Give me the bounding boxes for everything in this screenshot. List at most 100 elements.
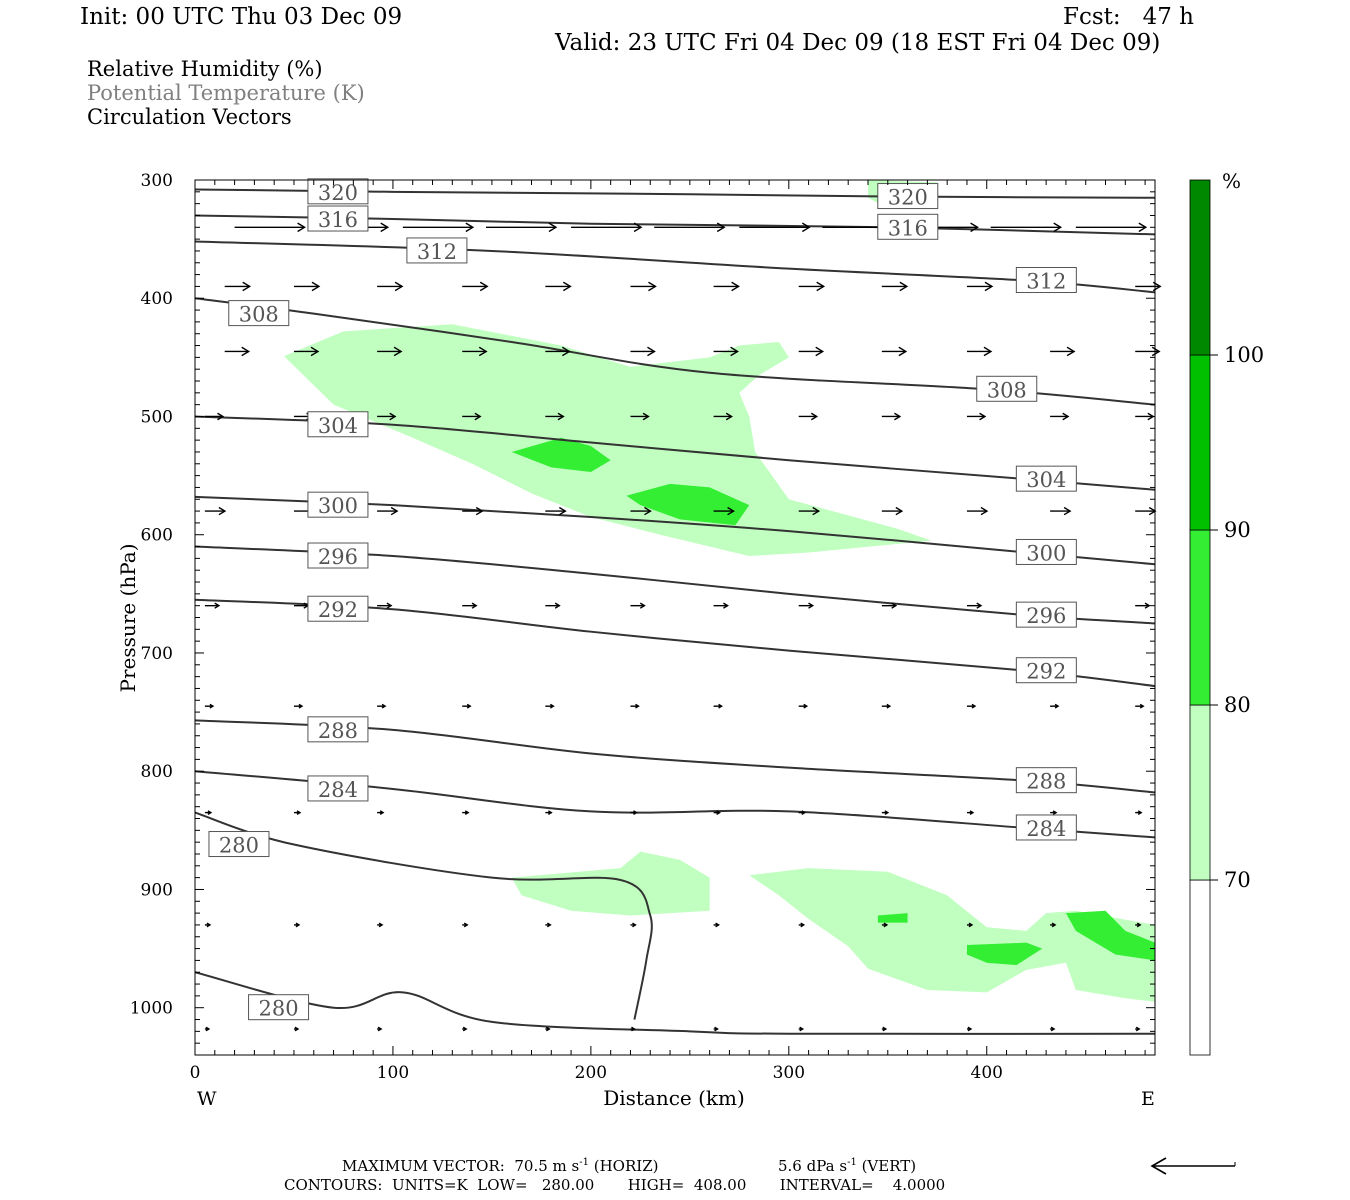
rh-region-80 bbox=[877, 913, 908, 923]
theta-contour-line bbox=[195, 971, 1155, 1035]
circulation-vector-head bbox=[205, 1026, 211, 1032]
circulation-vector-head bbox=[635, 703, 640, 709]
theta-contour-labels: 320 320 316 316 312 312 308 308 304 304 300 300 296 2… bbox=[208, 178, 1077, 1021]
theta-label: 280 bbox=[259, 997, 299, 1021]
circulation-vector-head bbox=[218, 506, 227, 516]
circulation-vector-head bbox=[296, 810, 302, 816]
circulation-vector-head bbox=[632, 922, 637, 928]
colorbar-segment bbox=[1189, 179, 1211, 356]
theta-label: 300 bbox=[1026, 541, 1066, 565]
theta-label-box bbox=[406, 237, 468, 264]
circulation-vector-head bbox=[639, 602, 646, 609]
circulation-vector-head bbox=[647, 346, 656, 357]
colorbar-segment bbox=[1189, 704, 1211, 881]
circulation-vector-head bbox=[894, 412, 902, 421]
circulation-vector-head bbox=[731, 281, 740, 292]
theta-label: 284 bbox=[318, 778, 358, 802]
y-tick-label: 400 bbox=[141, 289, 173, 309]
theta-label-box bbox=[307, 595, 369, 622]
circulation-vector-head bbox=[295, 922, 301, 928]
circulation-vector-head bbox=[648, 281, 657, 292]
colorbar-level-label: 70 bbox=[1224, 868, 1251, 892]
circulation-vector-head bbox=[815, 346, 825, 357]
circulation-vector-head bbox=[882, 1026, 888, 1032]
circulation-vector-head bbox=[715, 922, 720, 928]
x-tick-label: 400 bbox=[971, 1063, 1003, 1083]
east-label: E bbox=[1141, 1088, 1155, 1110]
rh-region-70 bbox=[749, 868, 1155, 1002]
circulation-vector-head bbox=[808, 602, 815, 609]
colorbar-segment bbox=[1189, 529, 1211, 706]
circulation-vector-head bbox=[816, 281, 826, 292]
theta-label-box bbox=[877, 183, 939, 210]
circulation-vector-head bbox=[723, 602, 729, 609]
circulation-vector-head bbox=[562, 281, 572, 292]
circulation-vector-head bbox=[548, 222, 558, 233]
circulation-vector-head bbox=[803, 703, 809, 709]
theta-label-box bbox=[1015, 465, 1077, 492]
theta-label: 312 bbox=[417, 240, 457, 264]
circulation-vector-head bbox=[1051, 922, 1057, 928]
circulation-vector-head bbox=[800, 922, 806, 928]
colorbar-level-label: 100 bbox=[1224, 343, 1264, 367]
circulation-vector-head bbox=[633, 810, 638, 816]
circulation-vector-head bbox=[1137, 810, 1143, 816]
max-vector-horiz-unit-exp: -1 bbox=[579, 1157, 589, 1168]
max-vector-vert-tag: (VERT) bbox=[856, 1157, 917, 1175]
circulation-vector-head bbox=[393, 346, 403, 357]
circulation-vector-head bbox=[209, 703, 215, 709]
colorbar-level-label: 80 bbox=[1224, 693, 1251, 717]
circulation-vector-head bbox=[298, 703, 304, 709]
circulation-vector-head bbox=[883, 922, 889, 928]
theta-label-box bbox=[1015, 657, 1077, 684]
circulation-vector-head bbox=[718, 703, 723, 709]
y-tick-label: 600 bbox=[141, 526, 173, 546]
circulation-vector-head bbox=[463, 922, 469, 928]
theta-label-box bbox=[877, 213, 939, 240]
theta-label-box bbox=[307, 411, 369, 438]
circulation-vector-head bbox=[984, 281, 994, 292]
max-vector-note: MAXIMUM VECTOR: 70.5 m s-1 (HORIZ) bbox=[342, 1158, 658, 1174]
rh-colorbar: 70 80 90 100 bbox=[1189, 179, 1264, 1056]
max-vector-vert-note: 5.6 dPa s-1 (VERT) bbox=[778, 1158, 916, 1174]
circulation-vector-head bbox=[546, 922, 552, 928]
theta-label-box bbox=[208, 831, 270, 858]
theta-label: 316 bbox=[888, 216, 928, 240]
circulation-vector-head bbox=[381, 703, 387, 709]
circulation-vector-head bbox=[631, 1026, 636, 1032]
circulation-vector-head bbox=[642, 412, 650, 421]
circulation-vector-head bbox=[394, 281, 404, 292]
theta-label: 288 bbox=[318, 719, 358, 743]
circulation-vector-head bbox=[899, 281, 909, 292]
circulation-vector-head bbox=[475, 506, 484, 516]
circulation-vector-head bbox=[378, 922, 384, 928]
field-rh-label: Relative Humidity (%) bbox=[87, 57, 323, 81]
field-theta-label: Potential Temperature (K) bbox=[87, 81, 365, 105]
field-vectors-label: Circulation Vectors bbox=[87, 105, 292, 129]
circulation-vector-head bbox=[294, 1026, 300, 1032]
circulation-vector-head bbox=[1066, 346, 1076, 357]
theta-label-box bbox=[307, 775, 369, 802]
circulation-vectors bbox=[204, 222, 1162, 1032]
circulation-vector-head bbox=[810, 412, 819, 421]
circulation-vector-head bbox=[297, 222, 306, 233]
rh-region-80 bbox=[511, 437, 611, 473]
theta-label: 300 bbox=[318, 494, 358, 518]
circulation-vector-head bbox=[389, 412, 397, 421]
circulation-vector-head bbox=[558, 506, 567, 516]
circulation-vector-head bbox=[478, 346, 488, 357]
x-tick-label: 100 bbox=[377, 1063, 409, 1083]
circulation-vector-head bbox=[884, 810, 890, 816]
circulation-vector-head bbox=[479, 281, 489, 292]
circulation-vector-head bbox=[462, 1026, 468, 1032]
theta-label-box bbox=[307, 205, 369, 232]
circulation-vector-head bbox=[1050, 1026, 1056, 1032]
max-vector-vert: 5.6 dPa s bbox=[778, 1157, 848, 1175]
theta-label: 320 bbox=[888, 186, 928, 210]
circulation-vector-head bbox=[644, 506, 652, 516]
circulation-vector-head bbox=[716, 810, 721, 816]
x-axis-label: Distance (km) bbox=[603, 1086, 745, 1110]
rh-region-70 bbox=[284, 324, 932, 557]
y-axis-label: Pressure (hPa) bbox=[116, 544, 140, 693]
valid-time: Valid: 23 UTC Fri 04 Dec 09 (18 EST Fri … bbox=[555, 30, 1161, 56]
